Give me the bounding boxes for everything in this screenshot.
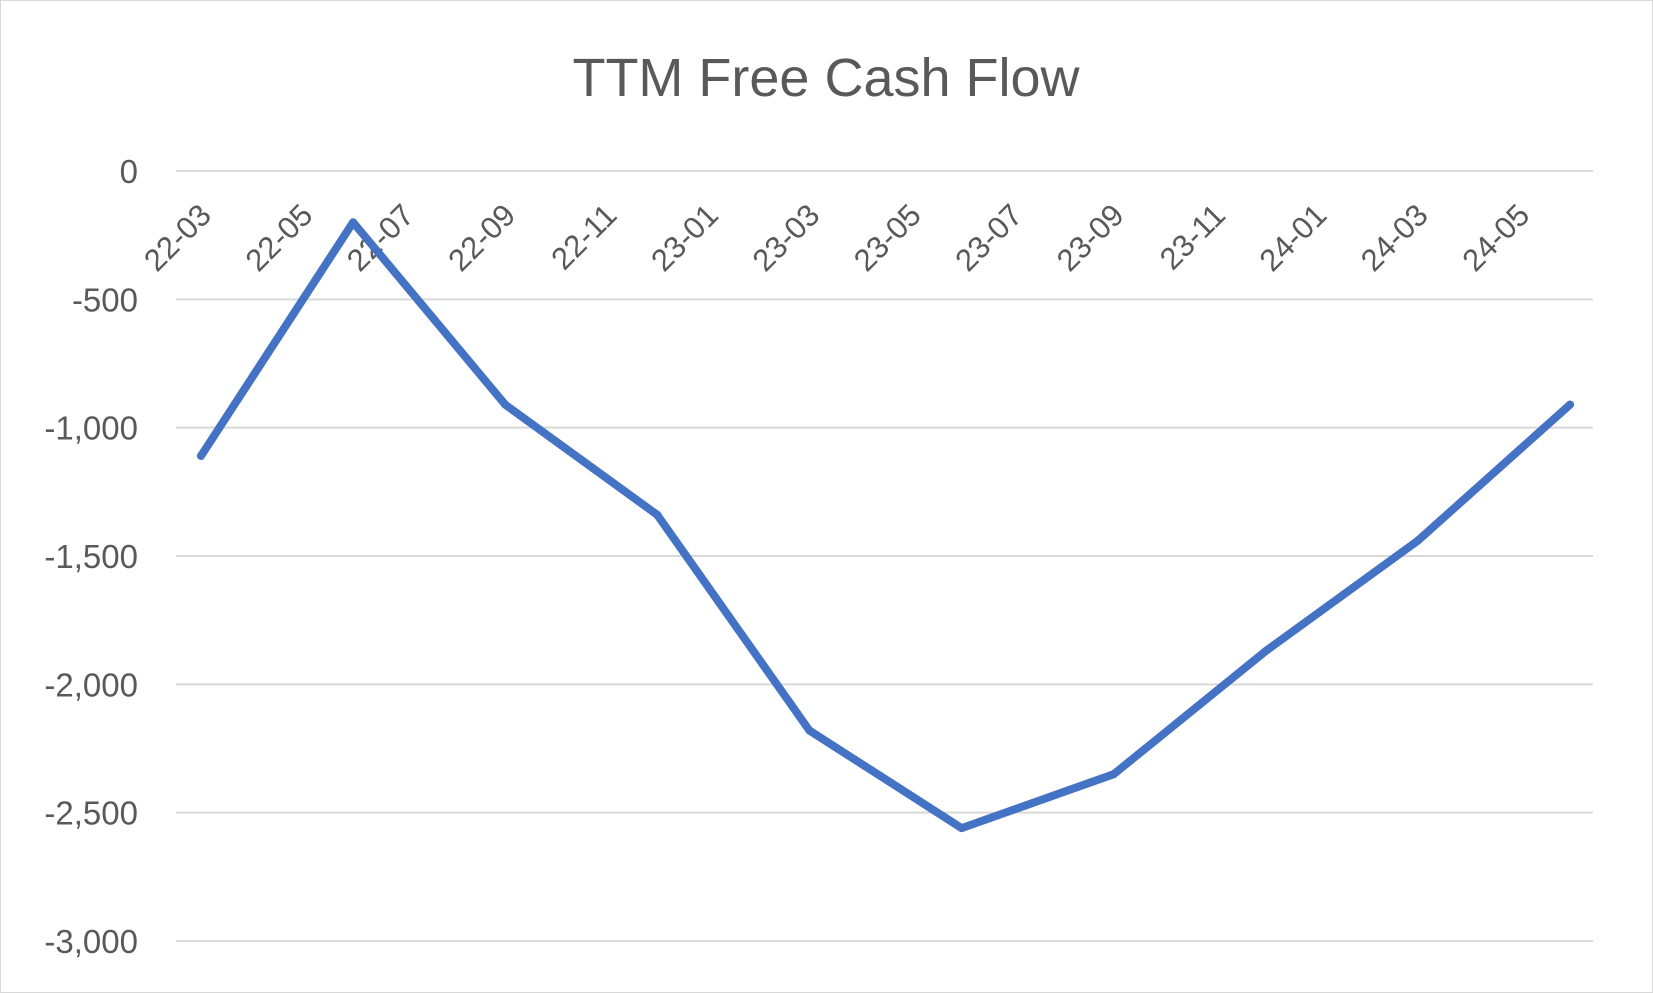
x-tick-label: 23-07 xyxy=(948,197,1029,278)
x-tick-label: 22-07 xyxy=(340,197,421,278)
x-tick-label: 23-11 xyxy=(1153,197,1232,276)
data-point xyxy=(653,510,662,519)
y-tick-label: -2,000 xyxy=(44,666,138,703)
y-axis-ticks: 0 -500 -1,000 -1,500 -2,000 -2,500 -3,000 xyxy=(44,153,138,960)
x-tick-label: 22-11 xyxy=(544,197,623,276)
x-tick-label: 24-05 xyxy=(1455,197,1536,278)
data-point xyxy=(501,400,510,409)
x-tick-label: 23-09 xyxy=(1050,197,1131,278)
data-point xyxy=(197,451,205,460)
y-tick-label: 0 xyxy=(120,153,138,190)
y-tick-label: -1,000 xyxy=(44,410,138,447)
x-tick-label: 23-01 xyxy=(644,197,725,278)
data-point xyxy=(805,726,814,735)
data-point xyxy=(957,824,966,833)
y-tick-label: -1,500 xyxy=(44,538,138,575)
x-tick-label: 22-09 xyxy=(441,197,522,278)
y-tick-label: -2,500 xyxy=(44,795,138,832)
x-tick-label: 24-03 xyxy=(1354,197,1435,278)
x-tick-label: 22-03 xyxy=(137,197,218,278)
y-tick-label: -3,000 xyxy=(44,923,138,960)
series-line xyxy=(197,218,1574,833)
data-point xyxy=(1566,400,1574,409)
gridlines xyxy=(176,170,1593,942)
series-layer xyxy=(197,218,1574,833)
data-point xyxy=(1261,646,1270,655)
data-point xyxy=(349,218,358,227)
chart-title: TTM Free Cash Flow xyxy=(572,48,1080,108)
x-tick-label: 23-03 xyxy=(746,197,827,278)
data-point xyxy=(1109,770,1118,779)
x-tick-label: 23-05 xyxy=(847,197,928,278)
x-tick-label: 24-01 xyxy=(1253,197,1334,278)
x-tick-label: 22-05 xyxy=(239,197,320,278)
data-point xyxy=(1413,536,1422,545)
y-tick-label: -500 xyxy=(72,281,138,318)
